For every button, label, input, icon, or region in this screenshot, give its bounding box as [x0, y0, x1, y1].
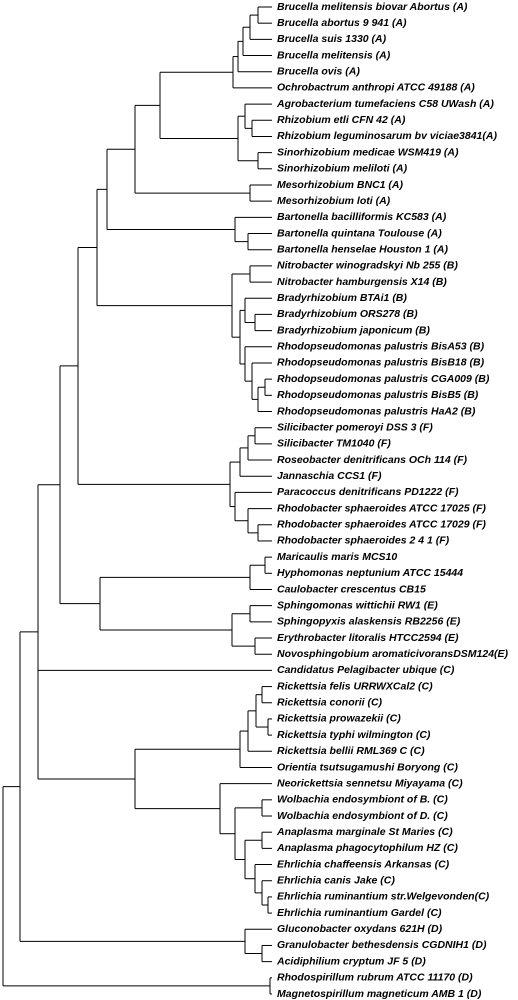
leaf-label: Neorickettsia sennetsu Miyayama (C) — [277, 777, 463, 789]
leaf-label: Erythrobacter litoralis HTCC2594 (E) — [277, 632, 459, 644]
leaf-label: Brucella suis 1330 (A) — [277, 33, 387, 45]
leaf-label: Nitrobacter hamburgensis X14 (B) — [277, 276, 447, 288]
leaf-label: Granulobacter bethesdensis CGDNIH1 (D) — [277, 939, 487, 951]
leaf-label: Jannaschia CCS1 (F) — [277, 470, 382, 482]
leaf-label: Agrobacterium tumefaciens C58 UWash (A) — [276, 98, 494, 110]
leaf-label: Ehrlichia ruminantium Gardel (C) — [277, 907, 442, 919]
leaf-label: Roseobacter denitrificans OCh 114 (F) — [277, 454, 468, 466]
leaf-label: Rhodopseudomonas palustris HaA2 (B) — [277, 405, 476, 417]
leaf-label: Brucella abortus 9 941 (A) — [277, 17, 407, 29]
leaf-label: Brucella melitensis (A) — [277, 49, 391, 61]
leaf-label: Ehrlichia canis Jake (C) — [277, 875, 395, 887]
leaf-label: Maricaulis maris MCS10 — [277, 551, 397, 563]
leaf-label: Rhodobacter sphaeroides 2 4 1 (F) — [277, 535, 450, 547]
leaf-label: Silicibacter pomeroyi DSS 3 (F) — [277, 421, 433, 433]
leaf-label: Magnetospirillum magneticum AMB 1 (D) — [277, 988, 482, 1000]
leaf-label: Rickettsia conorii (C) — [277, 697, 383, 709]
leaf-label: Rickettsia prowazekii (C) — [277, 713, 401, 725]
leaf-label: Novosphingobium aromaticivoransDSM124(E) — [277, 648, 509, 660]
leaf-label: Mesorhizobium loti (A) — [277, 195, 391, 207]
leaf-label: Bradyrhizobium ORS278 (B) — [277, 308, 418, 320]
leaf-label: Paracoccus denitrificans PD1222 (F) — [277, 486, 459, 498]
leaf-label: Ochrobactrum anthropi ATCC 49188 (A) — [277, 82, 475, 94]
leaf-label: Bartonella quintana Toulouse (A) — [277, 227, 442, 239]
leaf-label: Hyphomonas neptunium ATCC 15444 — [277, 567, 463, 579]
leaf-label: Wolbachia endosymbiont of D. (C) — [277, 810, 448, 822]
leaf-label: Rhodobacter sphaeroides ATCC 17025 (F) — [277, 502, 486, 514]
leaf-label: Bartonella bacilliformis KC583 (A) — [277, 211, 447, 223]
leaf-label: Rhodobacter sphaeroides ATCC 17029 (F) — [277, 519, 486, 531]
leaf-label: Rhizobium etli CFN 42 (A) — [277, 114, 406, 126]
leaf-label: Anaplasma phagocytophilum HZ (C) — [276, 842, 458, 854]
leaf-label: Rhodopseudomonas palustris BisB5 (B) — [277, 389, 479, 401]
leaf-label: Wolbachia endosymbiont of B. (C) — [277, 794, 448, 806]
leaf-label: Acidiphilium cryptum JF 5 (D) — [276, 955, 426, 967]
leaf-label: Brucella melitensis biovar Abortus (A) — [277, 1, 468, 13]
leaf-label: Rhodospirillum rubrum ATCC 11170 (D) — [277, 972, 473, 984]
leaf-label: Candidatus Pelagibacter ubique (C) — [277, 664, 455, 676]
leaf-label: Ehrlichia chaffeensis Arkansas (C) — [277, 858, 450, 870]
leaf-label: Caulobacter crescentus CB15 — [277, 583, 426, 595]
leaf-label: Bradyrhizobium japonicum (B) — [277, 324, 430, 336]
leaf-label: Gluconobacter oxydans 621H (D) — [277, 923, 443, 935]
leaf-label: Sinorhizobium medicae WSM419 (A) — [277, 146, 459, 158]
leaf-label: Rickettsia bellii RML369 C (C) — [277, 745, 425, 757]
leaf-label: Rhodopseudomonas palustris CGA009 (B) — [277, 373, 490, 385]
leaf-label: Mesorhizobium BNC1 (A) — [277, 179, 404, 191]
leaf-label: Rhodopseudomonas palustris BisA53 (B) — [277, 341, 485, 353]
leaf-label: Rhizobium leguminosarum bv viciae3841(A) — [277, 130, 497, 142]
leaf-label: Sinorhizobium meliloti (A) — [277, 163, 408, 175]
leaf-label: Bradyrhizobium BTAi1 (B) — [277, 292, 407, 304]
leaf-label: Anaplasma marginale St Maries (C) — [276, 826, 453, 838]
leaf-label: Bartonella henselae Houston 1 (A) — [277, 243, 448, 255]
leaf-label: Sphingomonas wittichii RW1 (E) — [277, 599, 438, 611]
leaf-label: Rickettsia typhi wilmington (C) — [277, 729, 431, 741]
leaf-label: Nitrobacter winogradskyi Nb 255 (B) — [277, 260, 458, 272]
leaf-label: Silicibacter TM1040 (F) — [277, 438, 391, 450]
leaf-label: Rickettsia felis URRWXCal2 (C) — [277, 680, 433, 692]
leaf-label: Ehrlichia ruminantium str.Welgevonden(C) — [277, 891, 490, 903]
leaf-label: Rhodopseudomonas palustris BisB18 (B) — [277, 357, 485, 369]
leaf-label: Brucella ovis (A) — [277, 66, 360, 78]
leaf-label: Orientia tsutsugamushi Boryong (C) — [277, 761, 458, 773]
leaf-label: Sphingopyxis alaskensis RB2256 (E) — [277, 616, 461, 628]
